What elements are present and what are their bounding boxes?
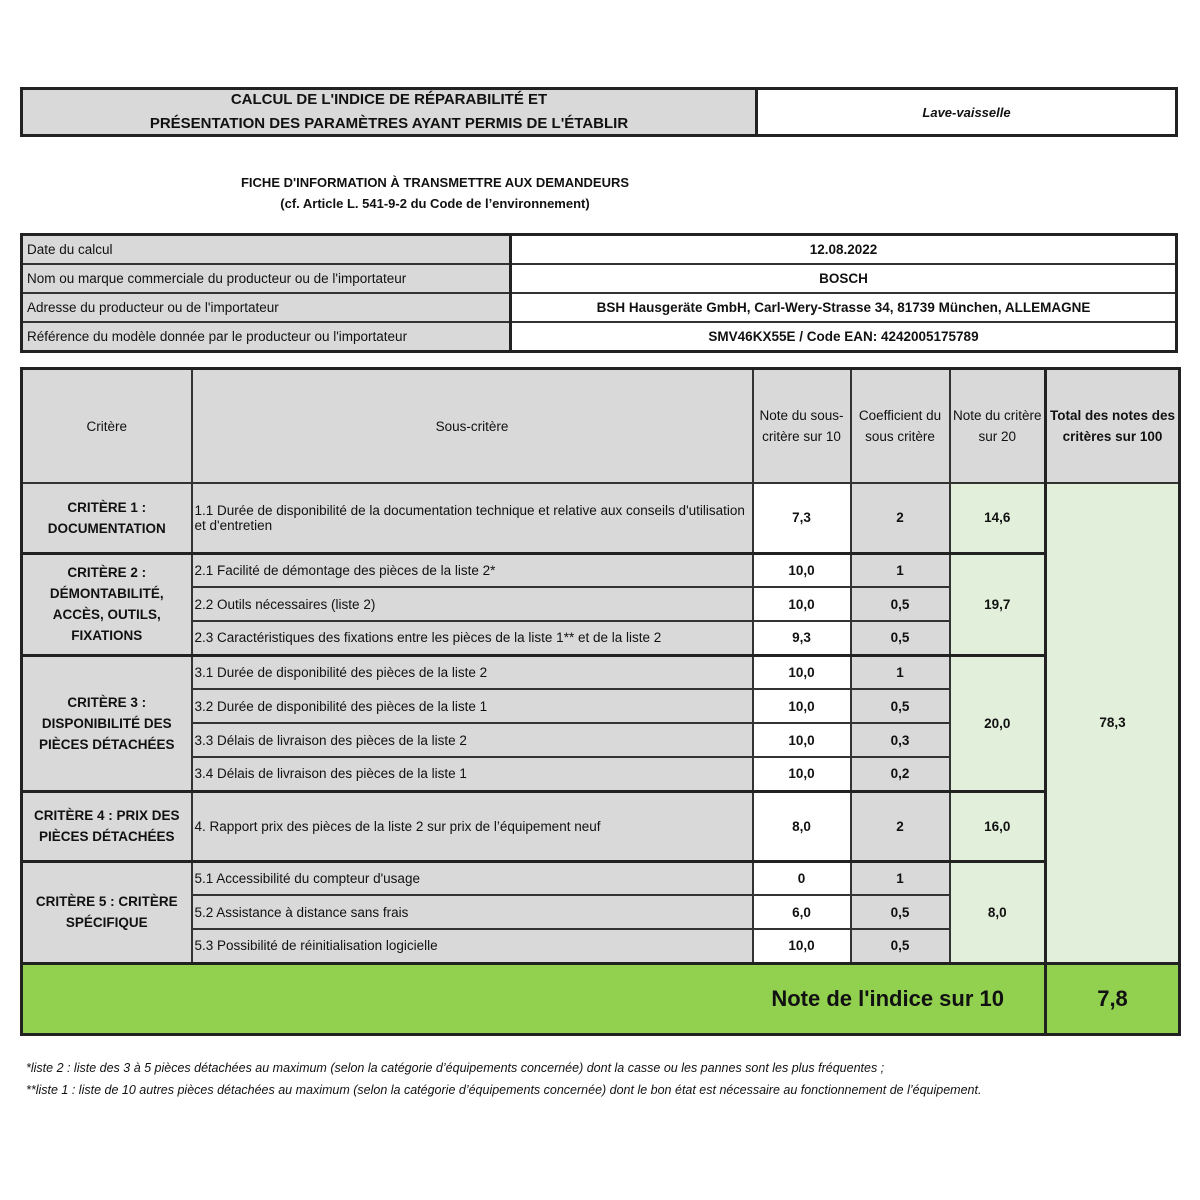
table-row: 5.3 Possibilité de réinitialisation logi… (22, 928, 1180, 965)
table-row: 2.2 Outils nécessaires (liste 2) 10,0 0,5 (22, 586, 1180, 622)
info-row: Date du calcul 12.08.2022 (21, 234, 1177, 265)
info-label: Référence du modèle donnée par le produc… (21, 322, 512, 353)
table-row: 5.2 Assistance à distance sans frais 6,0 0… (22, 894, 1180, 930)
subcriterion-label: 4. Rapport prix des pièces de la liste 2… (190, 790, 754, 863)
info-row: Référence du modèle donnée par le produc… (21, 322, 1177, 353)
table-row: 3.4 Délais de livraison des pièces de la… (22, 756, 1180, 793)
score-table: Critère Sous-critère Note du sous-critèr… (20, 367, 1181, 1036)
subcriterion-note: 10,0 (751, 654, 852, 690)
col-critere: Critère (20, 367, 193, 484)
criterion-name: CRITÈRE 5 : CRITÈRE SPÉCIFIQUE (20, 860, 193, 965)
info-label: Date du calcul (21, 234, 512, 265)
table-row: CRITÈRE 5 : CRITÈRE SPÉCIFIQUE 5.1 Access… (20, 860, 1180, 965)
subcriterion-label: 2.2 Outils nécessaires (liste 2) (190, 586, 754, 622)
criterion-note: 14,6 (948, 482, 1047, 555)
col-note-sous: Note du sous-critère sur 10 (751, 367, 852, 484)
subcriterion-coefficient: 0,2 (849, 756, 951, 793)
title-line-2: PRÉSENTATION DES PARAMÈTRES AYANT PERMIS… (149, 115, 629, 132)
col-note-crit: Note du critère sur 20 (948, 367, 1047, 484)
subcriterion-label: 5.2 Assistance à distance sans frais (190, 894, 754, 930)
table-row: 3.3 Délais de livraison des pièces de la… (22, 722, 1180, 758)
subcriterion-label: 3.3 Délais de livraison des pièces de la… (190, 722, 754, 758)
subcriterion-coefficient: 0,5 (849, 620, 951, 657)
criterion-note: 16,0 (948, 790, 1047, 863)
footnote-liste-1: **liste 1 : liste de 10 autres pièces dé… (26, 1083, 982, 1097)
table-row: CRITÈRE 1 : DOCUMENTATION 1.1 Durée de di… (20, 482, 1181, 964)
subcriterion-note: 10,0 (751, 722, 852, 758)
info-table: Date du calcul 12.08.2022 Nom ou marque co… (20, 233, 1178, 353)
subcriterion-coefficient: 2 (849, 482, 951, 555)
info-value: BSH Hausgeräte GmbH, Carl-Wery-Strasse 3… (510, 293, 1177, 323)
table-row: CRITÈRE 4 : PRIX DES PIÈCES DÉTACHÉES 4. … (20, 790, 1180, 863)
info-label: Adresse du producteur ou de l'importateu… (21, 293, 512, 323)
subcriterion-label: 3.4 Délais de livraison des pièces de la… (190, 756, 754, 793)
total-score: 78,3 (1044, 482, 1181, 964)
subcriterion-coefficient: 1 (849, 552, 951, 588)
subcriterion-note: 10,0 (751, 756, 852, 793)
subcriterion-note: 10,0 (751, 928, 852, 965)
subcriterion-coefficient: 0,5 (849, 586, 951, 622)
info-label: Nom ou marque commerciale du producteur … (21, 264, 512, 294)
title-line-1: CALCUL DE L'INDICE DE RÉPARABILITÉ ET (230, 91, 548, 108)
subcriterion-coefficient: 0,3 (849, 722, 951, 758)
subcriterion-note: 9,3 (751, 620, 852, 657)
subcriterion-coefficient: 0,5 (849, 928, 951, 965)
criterion-name: CRITÈRE 3 : DISPONIBILITÉ DES PIÈCES DÉT… (20, 654, 193, 793)
criterion-note: 19,7 (948, 552, 1047, 657)
subcriterion-note: 10,0 (751, 688, 852, 724)
table-row: CRITÈRE 2 : DÉMONTABILITÉ, ACCÈS, OUTILS… (20, 552, 1180, 657)
criterion-name: CRITÈRE 4 : PRIX DES PIÈCES DÉTACHÉES (20, 790, 193, 863)
final-label: Note de l'indice sur 10 (20, 961, 1047, 1035)
subcriterion-coefficient: 0,5 (849, 688, 951, 724)
subtitle: FICHE D'INFORMATION À TRANSMETTRE AUX DE… (0, 172, 870, 214)
subcriterion-label: 2.3 Caractéristiques des fixations entre… (190, 620, 754, 657)
subtitle-line-1: FICHE D'INFORMATION À TRANSMETTRE AUX DE… (240, 175, 630, 190)
criterion-name: CRITÈRE 1 : DOCUMENTATION (20, 482, 193, 555)
col-sous-critere: Sous-critère (190, 367, 754, 484)
info-row: Adresse du producteur ou de l'importateu… (21, 293, 1177, 323)
subcriterion-label: 5.3 Possibilité de réinitialisation logi… (190, 928, 754, 965)
table-row: CRITÈRE 3 : DISPONIBILITÉ DES PIÈCES DÉT… (20, 654, 1180, 793)
subcriterion-label: 5.1 Accessibilité du compteur d'usage (190, 860, 754, 896)
subcriterion-coefficient: 1 (849, 654, 951, 690)
footnotes: *liste 2 : liste des 3 à 5 pièces détach… (26, 1057, 981, 1101)
subcriterion-note: 10,0 (751, 552, 852, 588)
subcriterion-label: 3.2 Durée de disponibilité des pièces de… (190, 688, 754, 724)
subcriterion-coefficient: 2 (849, 790, 951, 863)
info-value: SMV46KX55E / Code EAN: 4242005175789 (510, 322, 1177, 353)
col-total: Total des notes des critères sur 100 (1044, 367, 1181, 484)
info-row: Nom ou marque commerciale du producteur … (21, 264, 1177, 294)
page-title: CALCUL DE L'INDICE DE RÉPARABILITÉ ET PR… (23, 90, 758, 134)
final-row: Note de l'indice sur 10 7,8 (20, 961, 1181, 1035)
subcriterion-note: 10,0 (751, 586, 852, 622)
subcriterion-note: 6,0 (751, 894, 852, 930)
footnote-liste-2: *liste 2 : liste des 3 à 5 pièces détach… (26, 1061, 885, 1075)
title-block: CALCUL DE L'INDICE DE RÉPARABILITÉ ET PR… (20, 87, 1178, 137)
subcriterion-label: 3.1 Durée de disponibilité des pièces de… (190, 654, 754, 690)
criterion-name: CRITÈRE 2 : DÉMONTABILITÉ, ACCÈS, OUTILS… (20, 552, 193, 657)
subcriterion-note: 7,3 (751, 482, 852, 555)
criterion-note: 8,0 (948, 860, 1047, 965)
subtitle-line-2: (cf. Article L. 541-9-2 du Code de l’env… (280, 196, 590, 211)
info-value: BOSCH (510, 264, 1177, 294)
table-row: 3.2 Durée de disponibilité des pièces de… (22, 688, 1180, 724)
info-value: 12.08.2022 (510, 234, 1177, 265)
subcriterion-label: 1.1 Durée de disponibilité de la documen… (190, 482, 754, 555)
subcriterion-note: 8,0 (751, 790, 852, 863)
subcriterion-coefficient: 1 (849, 860, 951, 896)
subcriterion-label: 2.1 Facilité de démontage des pièces de … (190, 552, 754, 588)
table-row: 2.3 Caractéristiques des fixations entre… (22, 620, 1180, 657)
subcriterion-note: 0 (751, 860, 852, 896)
subcriterion-coefficient: 0,5 (849, 894, 951, 930)
product-category: Lave-vaisselle (922, 104, 1011, 120)
final-score: 7,8 (1044, 961, 1181, 1035)
criterion-note: 20,0 (948, 654, 1047, 793)
col-coef: Coefficient du sous critère (849, 367, 951, 484)
